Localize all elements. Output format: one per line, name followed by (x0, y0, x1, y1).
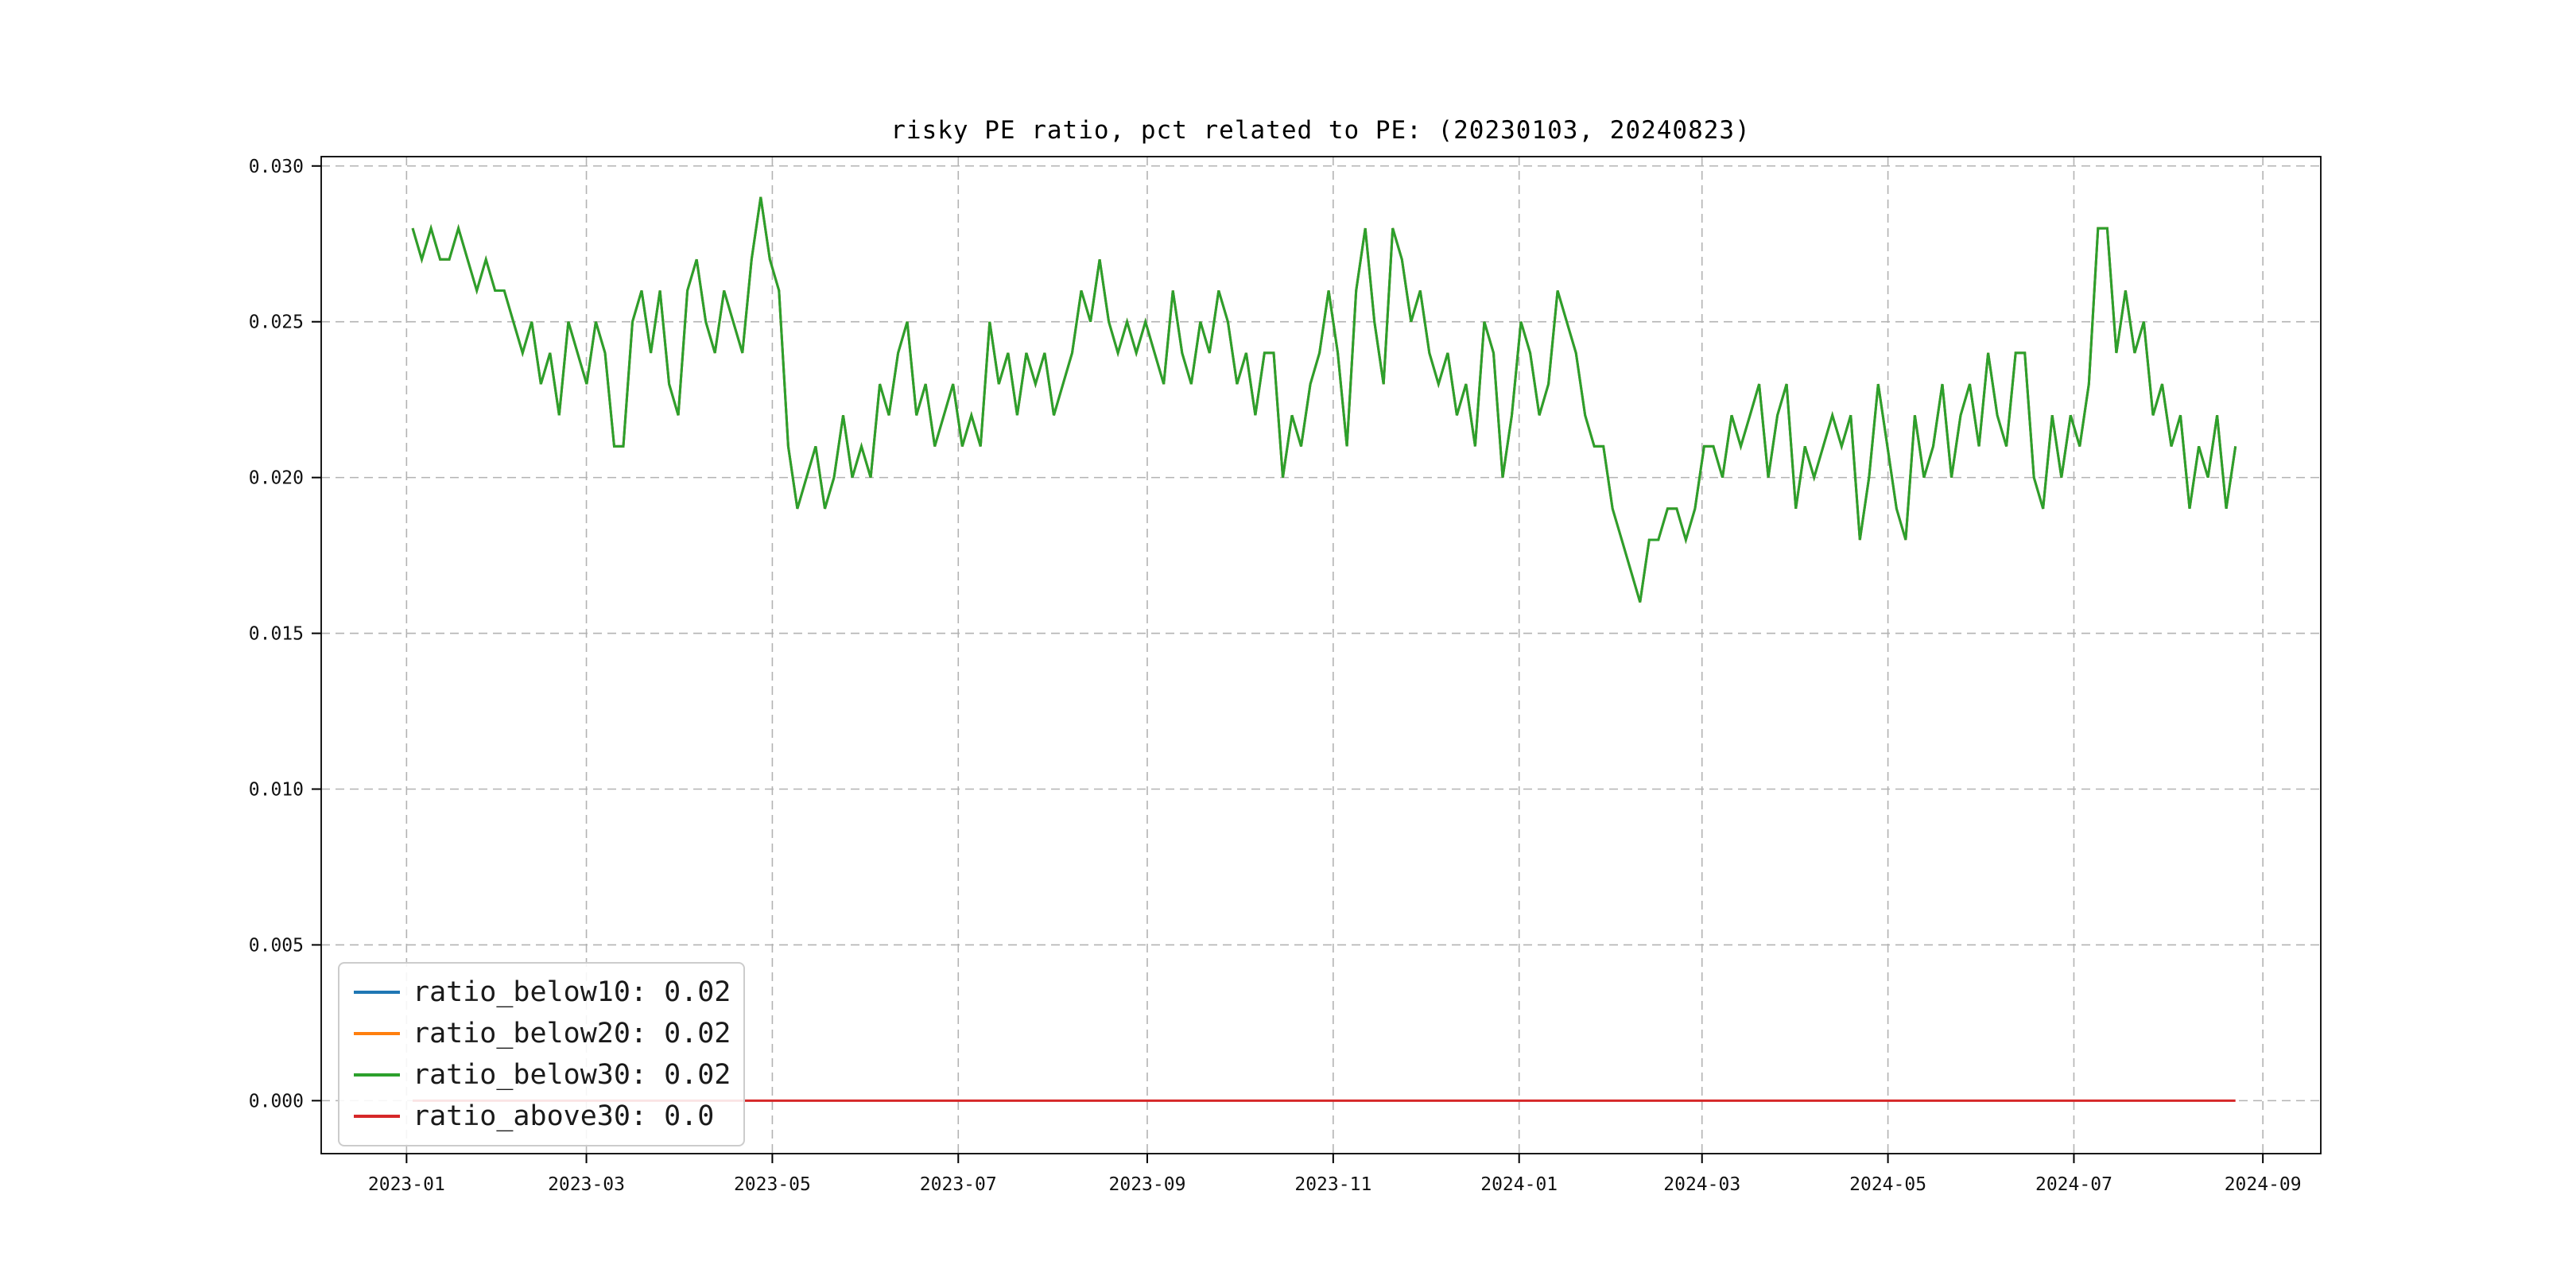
legend-line-swatch-ratio_below10 (354, 991, 400, 994)
y-tick-label: 0.000 (249, 1091, 304, 1111)
y-tick-label: 0.005 (249, 935, 304, 956)
legend-label: ratio_below30: 0.02 (413, 1059, 731, 1091)
y-tick-label: 0.025 (249, 312, 304, 333)
y-tick-label: 0.030 (249, 157, 304, 177)
legend-item-ratio_below30: ratio_below30: 0.02 (344, 1054, 739, 1096)
chart-title: risky PE ratio, pct related to PE: (2023… (890, 116, 1751, 145)
legend-line-swatch-ratio_above30 (354, 1115, 400, 1118)
y-tick-label: 0.020 (249, 468, 304, 489)
x-tick-label: 2023-09 (1109, 1174, 1186, 1195)
y-tick-label: 0.015 (249, 624, 304, 645)
legend-item-ratio_below10: ratio_below10: 0.02 (344, 972, 739, 1013)
x-tick-label: 2023-03 (548, 1174, 625, 1195)
legend-label: ratio_above30: 0.0 (413, 1100, 715, 1132)
series-line-ratio_below30 (411, 196, 2237, 603)
legend-label: ratio_below20: 0.02 (413, 1018, 731, 1049)
legend-line-swatch-ratio_below30 (354, 1073, 400, 1077)
tick-labels: 2023-01 2023-03 2023-05 2023-07 2023-09 2023-… (249, 157, 2302, 1195)
x-tick-label: 2024-09 (2225, 1174, 2302, 1195)
x-tick-label: 2024-03 (1663, 1174, 1740, 1195)
tick-marks (312, 165, 2264, 1163)
legend-line-swatch-ratio_below20 (354, 1032, 400, 1035)
x-tick-label: 2024-05 (1849, 1174, 1926, 1195)
legend: ratio_below10: 0.02 ratio_below20: 0.02 ra… (338, 962, 745, 1146)
x-tick-label: 2024-01 (1480, 1174, 1558, 1195)
legend-item-ratio_above30: ratio_above30: 0.0 (344, 1096, 739, 1137)
x-tick-label: 2023-11 (1294, 1174, 1371, 1195)
x-tick-label: 2023-05 (734, 1174, 811, 1195)
legend-label: ratio_below10: 0.02 (413, 976, 731, 1008)
y-tick-label: 0.010 (249, 780, 304, 801)
legend-item-ratio_below20: ratio_below20: 0.02 (344, 1013, 739, 1054)
x-tick-label: 2023-07 (920, 1174, 997, 1195)
x-tick-label: 2023-01 (368, 1174, 445, 1195)
x-tick-label: 2024-07 (2035, 1174, 2112, 1195)
axes-frame (320, 156, 2322, 1154)
